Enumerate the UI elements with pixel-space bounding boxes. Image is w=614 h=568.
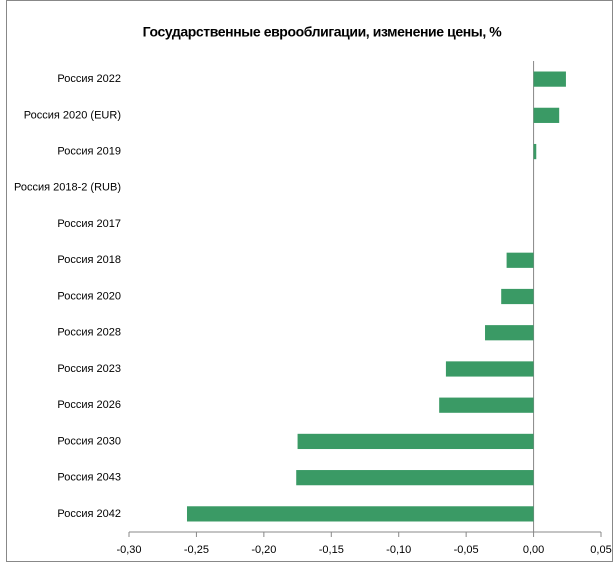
chart-frame	[6, 0, 613, 562]
x-tick-label: -0,10	[386, 544, 411, 556]
y-tick-label: Россия 2020 (EUR)	[24, 109, 121, 121]
y-tick-label: Россия 2028	[57, 327, 121, 339]
bar	[485, 325, 534, 341]
chart-title: Государственные еврооблигации, изменение…	[143, 24, 503, 40]
bar	[439, 397, 534, 413]
y-tick-label: Россия 2042	[57, 508, 121, 520]
bar	[186, 506, 534, 522]
y-tick-label: Россия 2020	[57, 290, 121, 302]
x-tick-label: -0,15	[319, 544, 344, 556]
x-tick-label: -0,05	[454, 544, 479, 556]
y-tick-label: Россия 2018	[57, 254, 121, 266]
bar	[533, 143, 537, 160]
bar	[297, 433, 534, 450]
y-tick-label: Россия 2023	[57, 363, 121, 375]
bar	[296, 470, 534, 486]
bar	[506, 252, 534, 268]
y-tick-label: Россия 2017	[57, 218, 121, 230]
x-tick-label: 0,05	[590, 544, 611, 556]
x-tick-label: -0,25	[184, 544, 209, 556]
y-tick-label: Россия 2026	[57, 399, 121, 411]
y-tick-label: Россия 2019	[57, 145, 121, 157]
y-tick-label: Россия 2022	[57, 73, 121, 85]
y-tick-label: Россия 2030	[57, 435, 121, 447]
y-tick-label: Россия 2043	[57, 472, 121, 484]
bar	[445, 361, 534, 377]
bar	[501, 288, 534, 305]
bar	[533, 107, 560, 123]
y-tick-label: Россия 2018-2 (RUB)	[14, 182, 121, 194]
bar	[533, 71, 566, 87]
x-tick-label: -0,30	[116, 544, 141, 556]
x-tick-label: 0,00	[523, 544, 544, 556]
x-tick-label: -0,20	[251, 544, 276, 556]
